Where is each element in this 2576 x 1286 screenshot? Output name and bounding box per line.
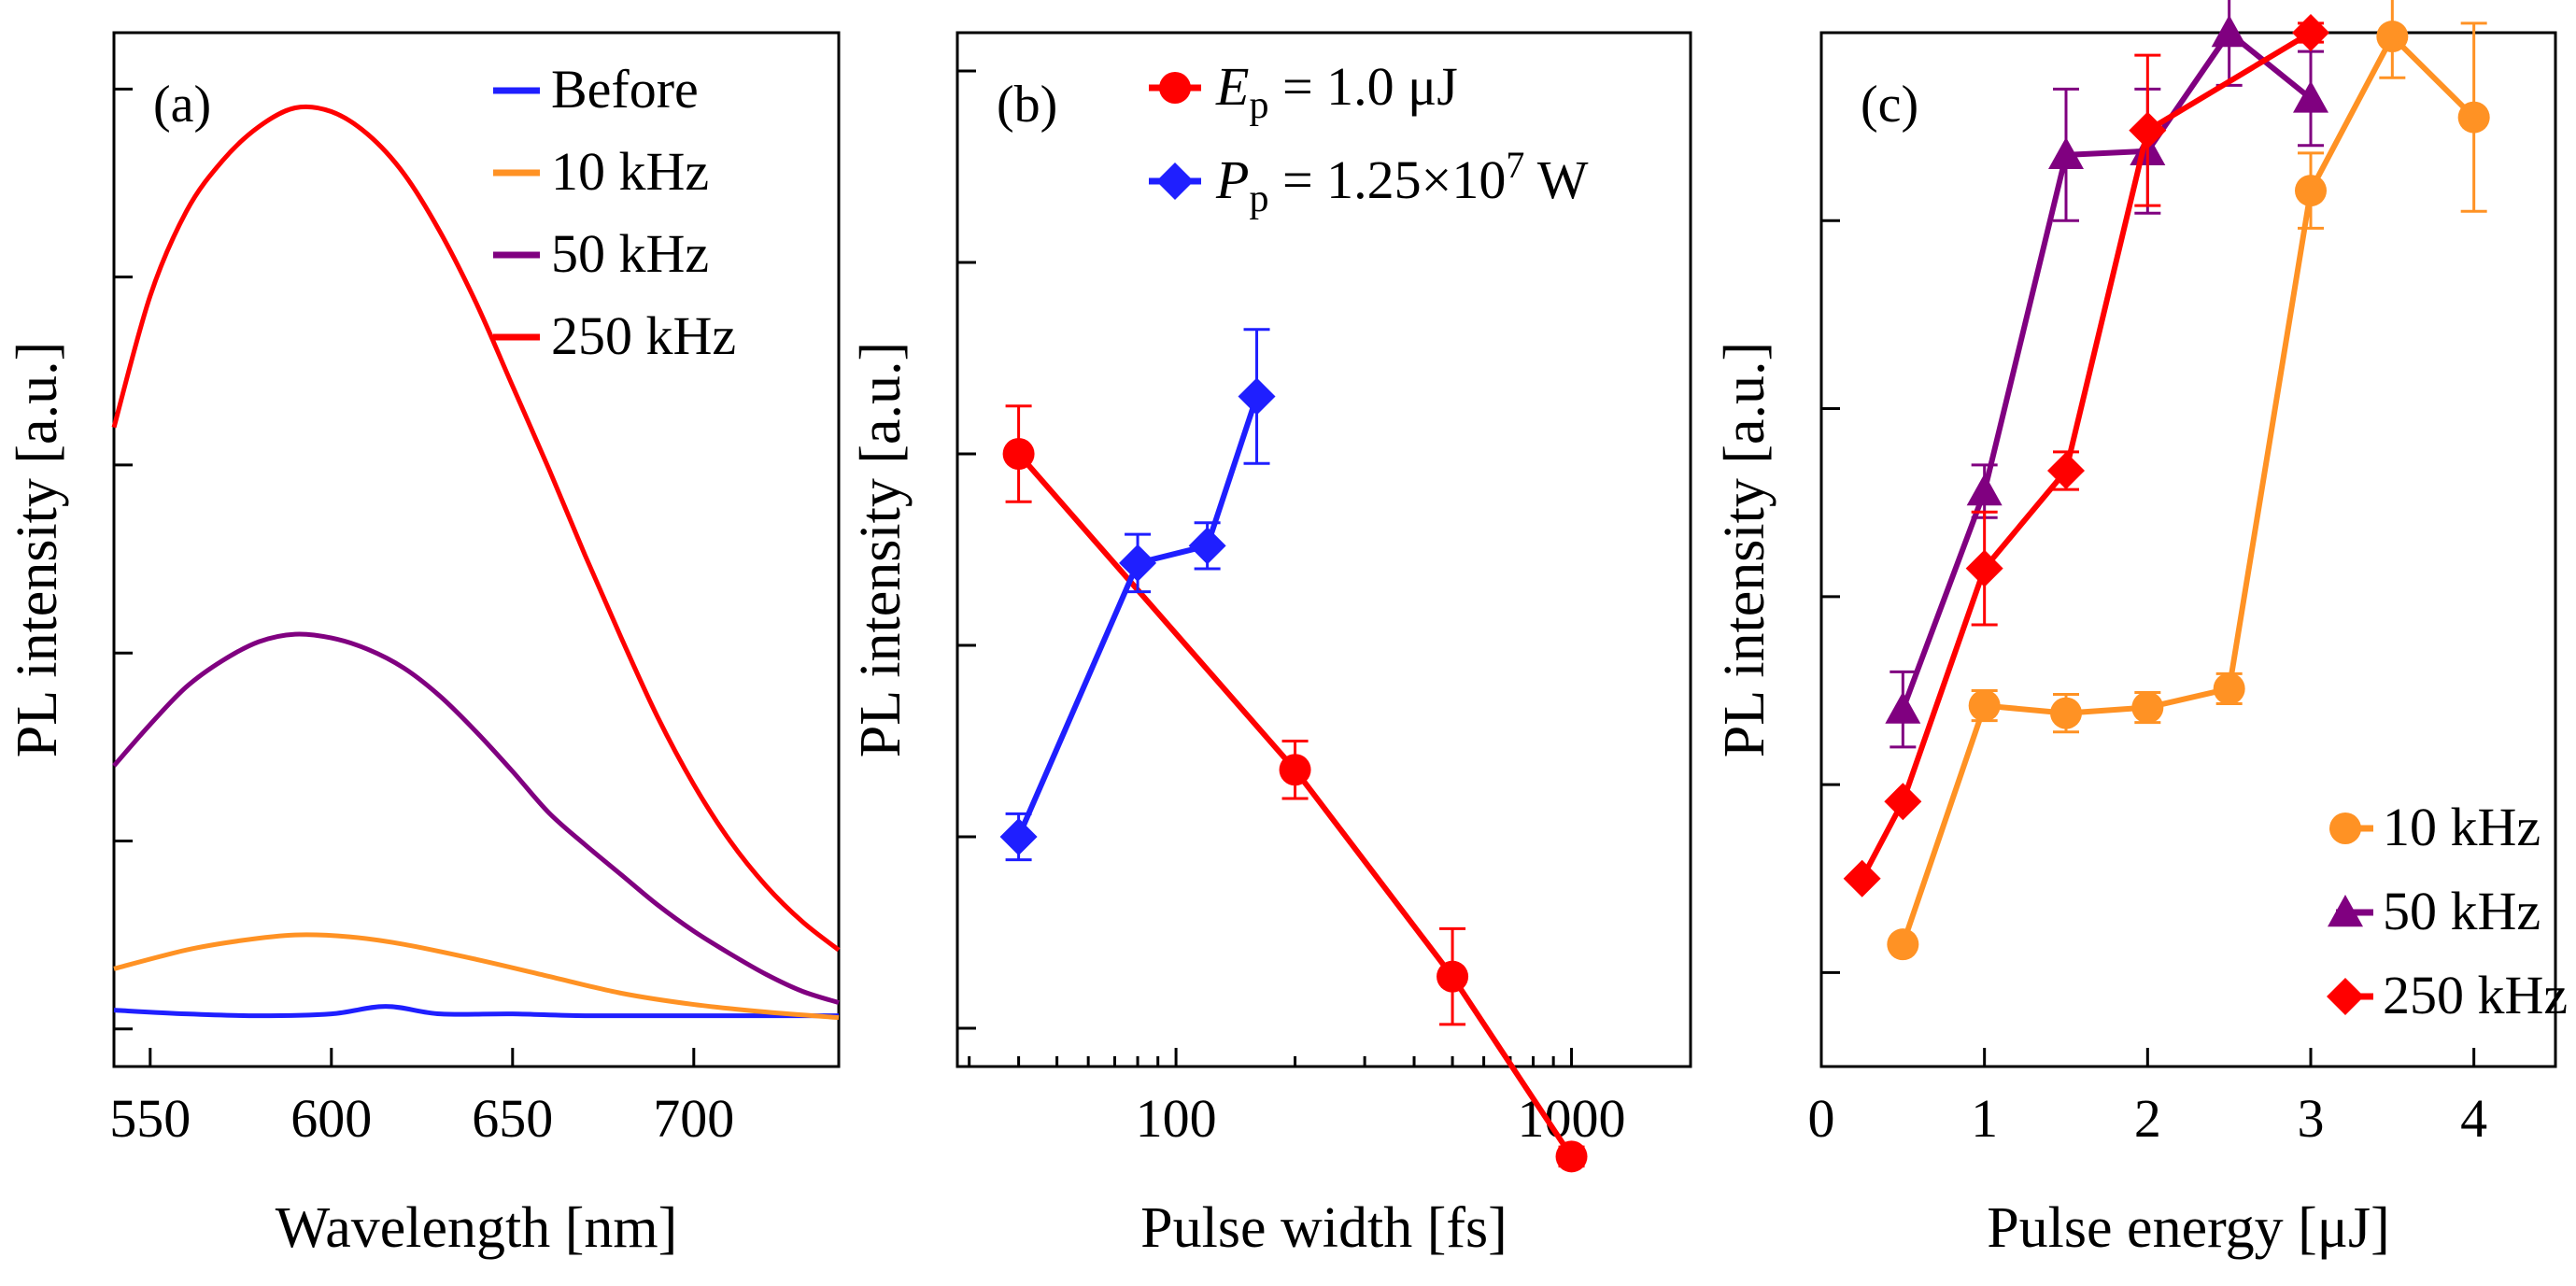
- series-250-khz: [1843, 14, 2329, 897]
- data-point-diamond: [2292, 14, 2329, 51]
- plot-frame: [955, 31, 1692, 1068]
- data-point-diamond: [1965, 549, 2003, 587]
- series-line: [1860, 30, 2313, 881]
- series-line: [111, 104, 841, 953]
- legend-label: 50 kHz: [2383, 881, 2541, 941]
- series-line: [1900, 30, 2313, 711]
- legend-label: Ep = 1.0 μJ: [1215, 56, 1458, 127]
- data-point-circle: [1002, 438, 1035, 470]
- series-line: [113, 932, 840, 1021]
- data-point-diamond: [1188, 527, 1226, 565]
- x-tick-label: 650: [472, 1088, 553, 1149]
- legend-label: 250 kHz: [551, 305, 736, 366]
- data-point-triangle: [2293, 80, 2328, 113]
- series-line: [112, 631, 840, 1005]
- data-point-triangle: [2048, 136, 2084, 170]
- series-line: [1016, 452, 1575, 1159]
- legend-text: = 1.25×10: [1268, 149, 1506, 210]
- data-point-diamond: [999, 818, 1038, 855]
- x-tick-label: 4: [2460, 1088, 2487, 1149]
- panel-label: (c): [1861, 76, 1918, 134]
- legend-label: 10 kHz: [551, 141, 709, 202]
- series-ep-1-0-j: [1002, 404, 1588, 1173]
- x-tick-label: 3: [2298, 1088, 2325, 1149]
- y-axis-title: PL intensity [a.u.]: [1713, 342, 1776, 757]
- plot-frame: [112, 31, 841, 1068]
- data-point-circle: [1887, 928, 1919, 961]
- x-axis-title: Pulse energy [μJ]: [1987, 1196, 2390, 1260]
- data-point-diamond: [2129, 111, 2167, 149]
- x-tick-label: 600: [290, 1088, 372, 1149]
- legend-text: W: [1524, 149, 1588, 210]
- series-250-khz: [111, 104, 841, 953]
- series-line: [113, 1004, 839, 1019]
- legend-label: 250 kHz: [2383, 965, 2568, 1025]
- data-point-circle: [1437, 960, 1469, 993]
- series-10-khz: [1887, 0, 2490, 961]
- panel-label: (a): [153, 76, 211, 134]
- x-tick-label: 700: [653, 1088, 734, 1149]
- x-axis-title: Pulse width [fs]: [1140, 1196, 1507, 1260]
- data-point-circle: [2376, 21, 2409, 53]
- legend-marker-circle: [1159, 72, 1191, 104]
- x-tick-label: 1: [1971, 1088, 1998, 1149]
- legend-subscript: p: [1249, 84, 1268, 127]
- legend-label: 10 kHz: [2383, 797, 2541, 857]
- legend-label: Before: [551, 59, 699, 120]
- data-point-circle: [1555, 1140, 1588, 1173]
- data-point-circle: [1968, 689, 2001, 722]
- data-point-diamond: [1238, 377, 1276, 416]
- series-50-khz: [112, 631, 840, 1005]
- data-point-circle: [2213, 672, 2245, 705]
- legend-var: E: [1215, 56, 1249, 117]
- panel-label: (b): [997, 76, 1057, 134]
- plot-frame: [1819, 31, 2557, 1068]
- data-point-triangle: [1885, 691, 1921, 724]
- legend-text: = 1.0 μJ: [1268, 56, 1457, 117]
- data-point-diamond: [1843, 859, 1881, 897]
- legend-marker-triangle: [2328, 895, 2363, 927]
- series-10-khz: [113, 932, 840, 1021]
- data-point-circle: [2295, 175, 2327, 207]
- data-point-circle: [2457, 101, 2490, 134]
- legend-subscript: p: [1249, 177, 1268, 220]
- data-point-circle: [1279, 754, 1311, 786]
- data-point-circle: [2050, 697, 2082, 729]
- panel-a: 550 600 650 700 Wavelength [nm] PL intensity …: [6, 31, 841, 1260]
- x-tick-label: 100: [1136, 1088, 1217, 1149]
- legend-label: 50 kHz: [551, 223, 709, 284]
- data-point-triangle: [2211, 15, 2247, 48]
- legend-label: Pp = 1.25×107 W: [1215, 144, 1589, 220]
- data-point-circle: [2131, 691, 2164, 724]
- y-axis-title: PL intensity [a.u.]: [6, 342, 69, 757]
- data-point-diamond: [1119, 544, 1157, 582]
- x-tick-label: 0: [1808, 1088, 1835, 1149]
- data-point-triangle: [1966, 473, 2003, 506]
- series-pp-1-25-10-7-w: [999, 328, 1276, 862]
- y-axis-title: PL intensity [a.u.]: [849, 342, 913, 757]
- data-point-diamond: [2047, 451, 2085, 489]
- x-tick-label: 550: [109, 1088, 191, 1149]
- legend-var: P: [1215, 149, 1249, 210]
- x-tick-label: 2: [2134, 1088, 2161, 1149]
- legend-marker-circle: [2329, 813, 2361, 844]
- x-axis-title: Wavelength [nm]: [276, 1196, 678, 1260]
- legend-marker-diamond: [1156, 163, 1194, 200]
- panel-c: 0 1 2 3 4 Pulse energy [μJ] PL intensity [a.u.…: [1713, 0, 2568, 1260]
- series-line: [1015, 395, 1260, 839]
- series-before: [113, 1004, 839, 1019]
- legend-marker-diamond: [2327, 978, 2364, 1015]
- series-50-khz: [1885, 0, 2328, 749]
- data-point-diamond: [1884, 783, 1922, 821]
- legend-superscript: 7: [1506, 144, 1524, 186]
